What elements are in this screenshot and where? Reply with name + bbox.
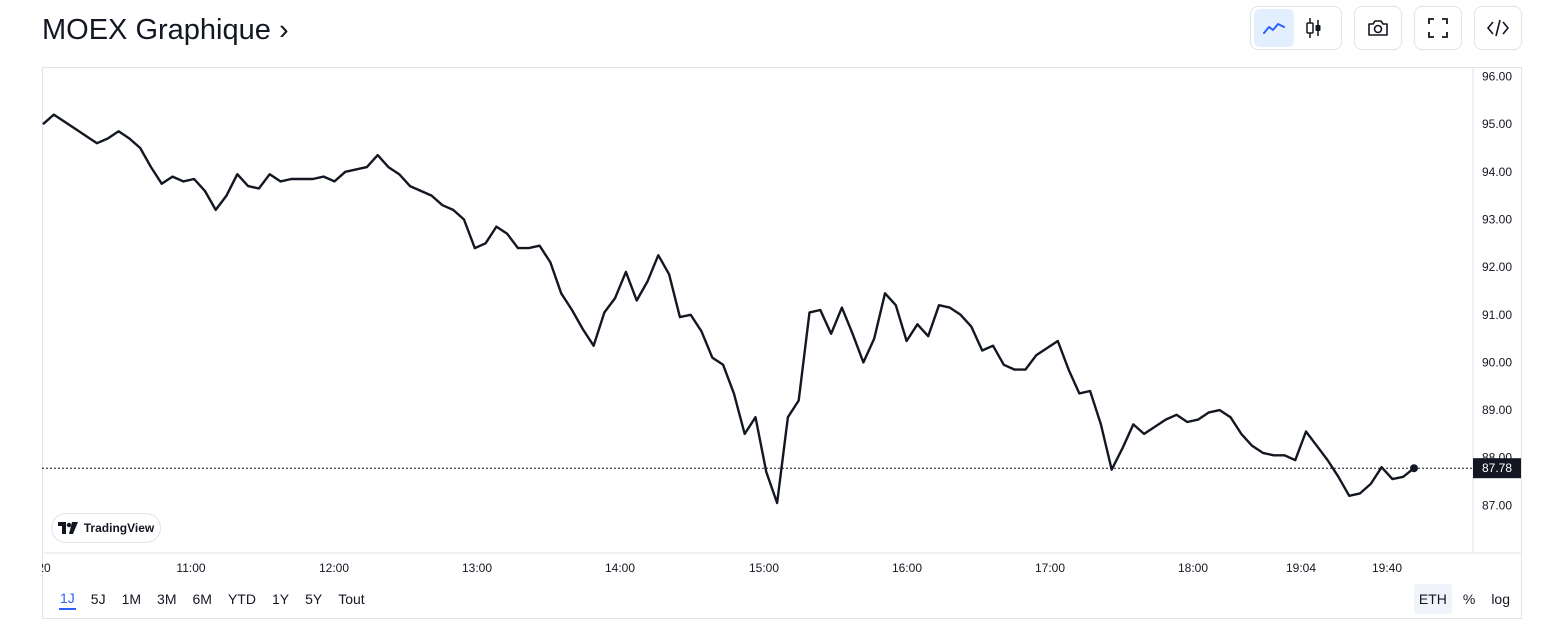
last-price-tag: 87.78 <box>1473 458 1521 479</box>
range-5d[interactable]: 5J <box>90 591 106 607</box>
scale-options: ETH % log <box>1413 580 1521 618</box>
time-tick-label: 14:00 <box>605 561 635 575</box>
candlestick-button[interactable] <box>1294 9 1334 47</box>
camera-icon <box>1368 20 1388 36</box>
range-5y[interactable]: 5Y <box>305 591 323 607</box>
range-1y[interactable]: 1Y <box>271 591 290 607</box>
range-1m[interactable]: 1M <box>121 591 142 607</box>
screenshot-button[interactable] <box>1358 9 1398 47</box>
price-axis: 96.00 95.00 94.00 93.00 92.00 91.00 90.00 89.00… <box>1482 70 1512 513</box>
line-chart-button[interactable] <box>1254 9 1294 47</box>
time-tick-label: 11:00 <box>176 561 205 575</box>
range-all[interactable]: Tout <box>338 591 365 607</box>
tradingview-label: TradingView <box>83 521 155 535</box>
price-tick-label: 94.00 <box>1482 165 1512 179</box>
time-tick-label: 13:00 <box>462 561 492 575</box>
embed-group <box>1474 6 1522 50</box>
range-6m[interactable]: 6M <box>192 591 212 607</box>
fullscreen-icon <box>1428 18 1448 38</box>
time-tick-label: 16:00 <box>892 561 922 575</box>
time-axis: 20 11:00 12:00 13:00 14:00 15:00 16:00 17:00 18:… <box>42 561 1402 575</box>
price-tick-label: 91.00 <box>1482 308 1512 322</box>
tradingview-logo-icon <box>57 522 78 534</box>
line-chart-icon <box>1263 23 1285 34</box>
eth-toggle[interactable]: ETH <box>1413 584 1452 614</box>
price-tick-label: 87.00 <box>1482 498 1512 512</box>
price-tick-label: 96.00 <box>1482 70 1512 84</box>
price-tick-label: 93.00 <box>1482 212 1512 226</box>
fullscreen-group <box>1414 6 1462 50</box>
time-tick-label: 20 <box>42 561 51 575</box>
screenshot-group <box>1354 6 1402 50</box>
time-tick-label: 19:40 <box>1372 561 1402 575</box>
price-chart[interactable]: 96.00 95.00 94.00 93.00 92.00 91.00 90.00 89.00… <box>42 67 1522 579</box>
price-tick-label: 95.00 <box>1482 117 1512 131</box>
time-tick-label: 19:04 <box>1286 561 1316 575</box>
page-title[interactable]: MOEX Graphique › <box>42 14 289 46</box>
range-3m[interactable]: 3M <box>157 591 177 607</box>
candlestick-icon <box>1306 18 1321 38</box>
range-ytd[interactable]: YTD <box>227 591 256 607</box>
price-series-line <box>42 113 1415 505</box>
range-bar: 1J 5J 1M 3M 6M YTD 1Y 5Y Tout ETH % log <box>43 580 1521 618</box>
chart-type-group <box>1250 6 1342 50</box>
fullscreen-button[interactable] <box>1418 9 1458 47</box>
chart-container <box>42 67 1522 619</box>
price-tick-label: 92.00 <box>1482 260 1512 274</box>
range-1d[interactable]: 1J <box>59 588 76 610</box>
time-tick-label: 12:00 <box>319 561 349 575</box>
time-tick-label: 15:00 <box>749 561 779 575</box>
log-toggle[interactable]: log <box>1491 591 1510 607</box>
price-tick-label: 90.00 <box>1482 355 1512 369</box>
embed-code-icon <box>1487 19 1509 37</box>
embed-button[interactable] <box>1478 9 1518 47</box>
last-price-dot <box>1410 464 1418 473</box>
last-price-label: 87.78 <box>1482 461 1512 475</box>
price-tick-label: 89.00 <box>1482 403 1512 417</box>
time-tick-label: 18:00 <box>1178 561 1208 575</box>
tradingview-watermark[interactable]: TradingView <box>51 513 161 543</box>
percent-toggle[interactable]: % <box>1462 591 1476 607</box>
time-tick-label: 17:00 <box>1035 561 1065 575</box>
